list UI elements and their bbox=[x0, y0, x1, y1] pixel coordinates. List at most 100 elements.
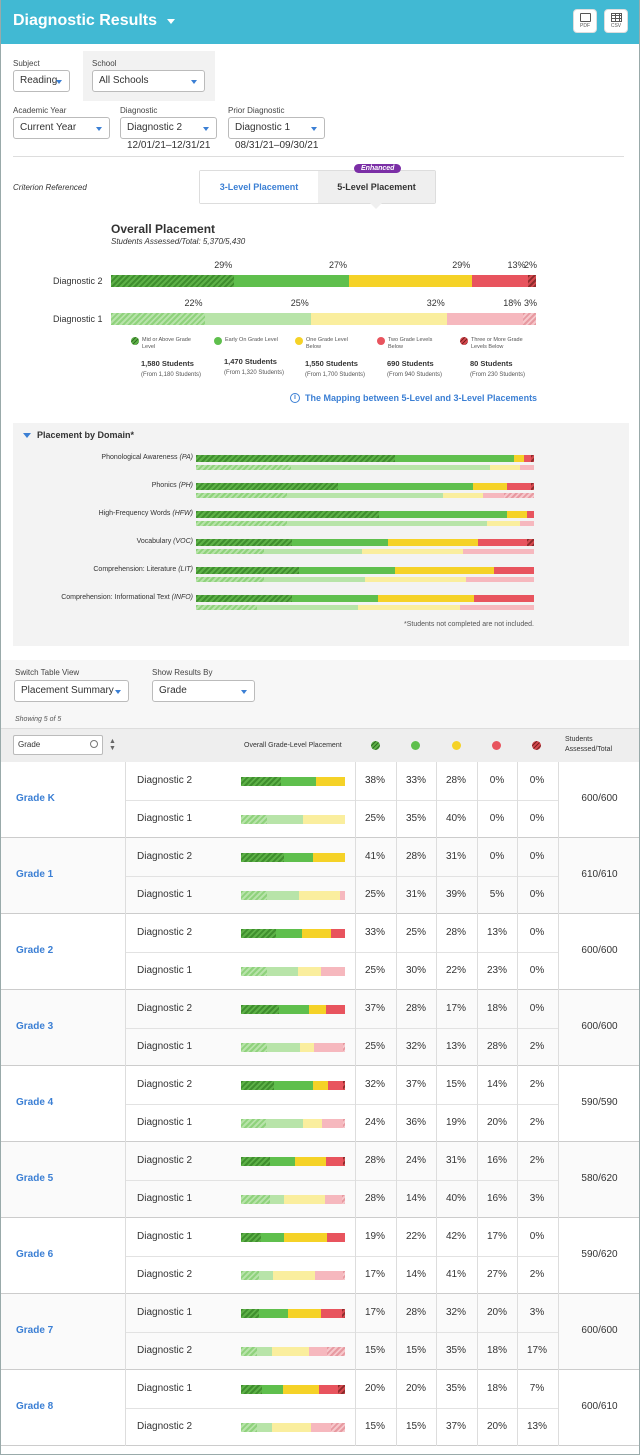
diagnostic-name: Diagnostic 1 bbox=[137, 965, 193, 976]
sort-icon[interactable]: ▲ ▼ bbox=[109, 738, 116, 752]
bar-segment bbox=[196, 595, 293, 602]
domain-section-toggle[interactable]: Placement by Domain* bbox=[23, 430, 134, 440]
legend-label: Three or More Grade Levels Below bbox=[471, 337, 523, 350]
column-divider bbox=[558, 1218, 559, 1294]
export-csv-button[interactable]: CSV bbox=[604, 9, 628, 33]
bar-segment bbox=[483, 493, 504, 498]
placement-pct-cell: 28% bbox=[364, 1155, 385, 1166]
chevron-down-icon bbox=[96, 127, 102, 131]
column-divider bbox=[477, 914, 478, 990]
domain-label: Phonics (PH) bbox=[13, 482, 193, 489]
bar-segment bbox=[241, 853, 284, 862]
bar-segment bbox=[196, 455, 396, 462]
legend-swatch-icon bbox=[214, 337, 222, 345]
domain-bar-diagnostic-1 bbox=[196, 549, 534, 554]
placement-pct-cell: 14% bbox=[405, 1193, 426, 1204]
row-divider bbox=[126, 1028, 558, 1029]
grade-link[interactable]: Grade 4 bbox=[16, 1097, 54, 1108]
grade-link[interactable]: Grade 6 bbox=[16, 1249, 54, 1260]
subject-label: Subject bbox=[13, 59, 40, 68]
col-mid-above-icon bbox=[371, 741, 380, 750]
legend-from: (From 1,180 Students) bbox=[141, 372, 202, 378]
placement-pct-cell: 24% bbox=[364, 1117, 385, 1128]
legend-count: 1,550 Students bbox=[305, 359, 358, 368]
placement-pct-cell: 15% bbox=[405, 1421, 426, 1432]
legend-swatch-icon bbox=[460, 337, 468, 345]
chevron-down-icon bbox=[191, 80, 197, 84]
tab-3-level[interactable]: 3-Level Placement bbox=[200, 171, 318, 203]
bar-segment bbox=[241, 1309, 259, 1318]
bar-segment bbox=[287, 1309, 322, 1318]
grade-link[interactable]: Grade 3 bbox=[16, 1021, 54, 1032]
academic-year-dropdown[interactable]: Current Year bbox=[13, 117, 110, 139]
mapping-link[interactable]: i The Mapping between 5-Level and 3-Leve… bbox=[290, 393, 537, 403]
grade-placement-bar bbox=[241, 1271, 345, 1280]
school-dropdown[interactable]: All Schools bbox=[92, 70, 205, 92]
row-divider bbox=[126, 1408, 558, 1409]
info-icon: i bbox=[290, 393, 300, 403]
bar-segment bbox=[494, 567, 534, 574]
column-divider bbox=[396, 838, 397, 914]
domain-label: Phonological Awareness (PA) bbox=[13, 454, 193, 461]
column-divider bbox=[436, 1142, 437, 1218]
placement-pct-cell: 28% bbox=[486, 1041, 507, 1052]
placement-pct-cell: 33% bbox=[364, 927, 385, 938]
column-divider bbox=[517, 1218, 518, 1294]
grade-placement-bar bbox=[241, 777, 345, 786]
column-divider bbox=[436, 1294, 437, 1370]
subject-dropdown[interactable]: Reading bbox=[13, 70, 70, 92]
placement-pct-cell: 28% bbox=[445, 927, 466, 938]
grade-link[interactable]: Grade 5 bbox=[16, 1173, 54, 1184]
show-results-by-dropdown[interactable]: Grade bbox=[152, 680, 255, 702]
bar-segment bbox=[282, 1385, 319, 1394]
bar-segment bbox=[312, 1081, 329, 1090]
diagnostic-name: Diagnostic 1 bbox=[137, 813, 193, 824]
grade-link[interactable]: Grade K bbox=[16, 793, 55, 804]
placement-pct-cell: 32% bbox=[405, 1041, 426, 1052]
grade-search-input[interactable]: Grade bbox=[13, 735, 103, 755]
domain-bar-diagnostic-1 bbox=[196, 521, 534, 526]
domain-bar-diagnostic-2 bbox=[196, 483, 534, 490]
bar-segment bbox=[275, 929, 302, 938]
grade-cell bbox=[1, 914, 126, 990]
grade-link[interactable]: Grade 1 bbox=[16, 869, 54, 880]
column-divider bbox=[477, 1294, 478, 1370]
domain-label: Vocabulary (VOC) bbox=[13, 538, 193, 545]
grade-link[interactable]: Grade 7 bbox=[16, 1325, 54, 1336]
bar-segment bbox=[308, 1005, 327, 1014]
diagnostic-label: Diagnostic bbox=[120, 106, 158, 115]
placement-toggle: 3-Level Placement 5-Level Placement bbox=[199, 170, 436, 209]
col-students-assessed: Students Assessed/Total bbox=[565, 736, 613, 753]
export-pdf-button[interactable]: PDF bbox=[573, 9, 597, 33]
prior-diagnostic-dropdown[interactable]: Diagnostic 1 bbox=[228, 117, 325, 139]
table-row: Grade 3 600/600 Diagnostic 2 37% 28% 17% 18% 0%… bbox=[1, 990, 639, 1066]
diagnostic-dropdown[interactable]: Diagnostic 2 bbox=[120, 117, 217, 139]
top-bar: Diagnostic Results PDF CSV bbox=[1, 0, 639, 44]
grade-link[interactable]: Grade 2 bbox=[16, 945, 54, 956]
grade-link[interactable]: Grade 8 bbox=[16, 1401, 54, 1412]
placement-pct-cell: 0% bbox=[489, 775, 505, 786]
placement-pct-cell: 14% bbox=[405, 1269, 426, 1280]
bar-segment bbox=[310, 1423, 332, 1432]
page-title: Diagnostic Results bbox=[13, 12, 158, 29]
bar-segment bbox=[196, 539, 293, 546]
column-divider bbox=[436, 1066, 437, 1142]
chevron-down-icon bbox=[115, 690, 121, 694]
bar-segment bbox=[287, 493, 443, 498]
tab-5-level[interactable]: 5-Level Placement bbox=[318, 171, 435, 209]
bar-segment bbox=[523, 313, 536, 325]
chevron-down-icon bbox=[311, 127, 317, 131]
overall-row-label: Diagnostic 1 bbox=[53, 314, 103, 324]
legend-swatch-icon bbox=[377, 337, 385, 345]
bar-segment bbox=[256, 1423, 273, 1432]
col-three-below-icon bbox=[532, 741, 541, 750]
placement-pct-cell: 0% bbox=[529, 1003, 545, 1014]
placement-pct-cell: 0% bbox=[529, 965, 545, 976]
grade-placement-bar bbox=[241, 1043, 345, 1052]
table-view-dropdown[interactable]: Placement Summary bbox=[14, 680, 129, 702]
column-divider bbox=[396, 990, 397, 1066]
legend-from: (From 1,700 Students) bbox=[305, 372, 366, 378]
page-title-dropdown[interactable]: Diagnostic Results bbox=[13, 12, 176, 30]
table-row: Grade 7 600/600 Diagnostic 1 17% 28% 32% 20% 3%… bbox=[1, 1294, 639, 1370]
placement-pct-cell: 25% bbox=[364, 1041, 385, 1052]
